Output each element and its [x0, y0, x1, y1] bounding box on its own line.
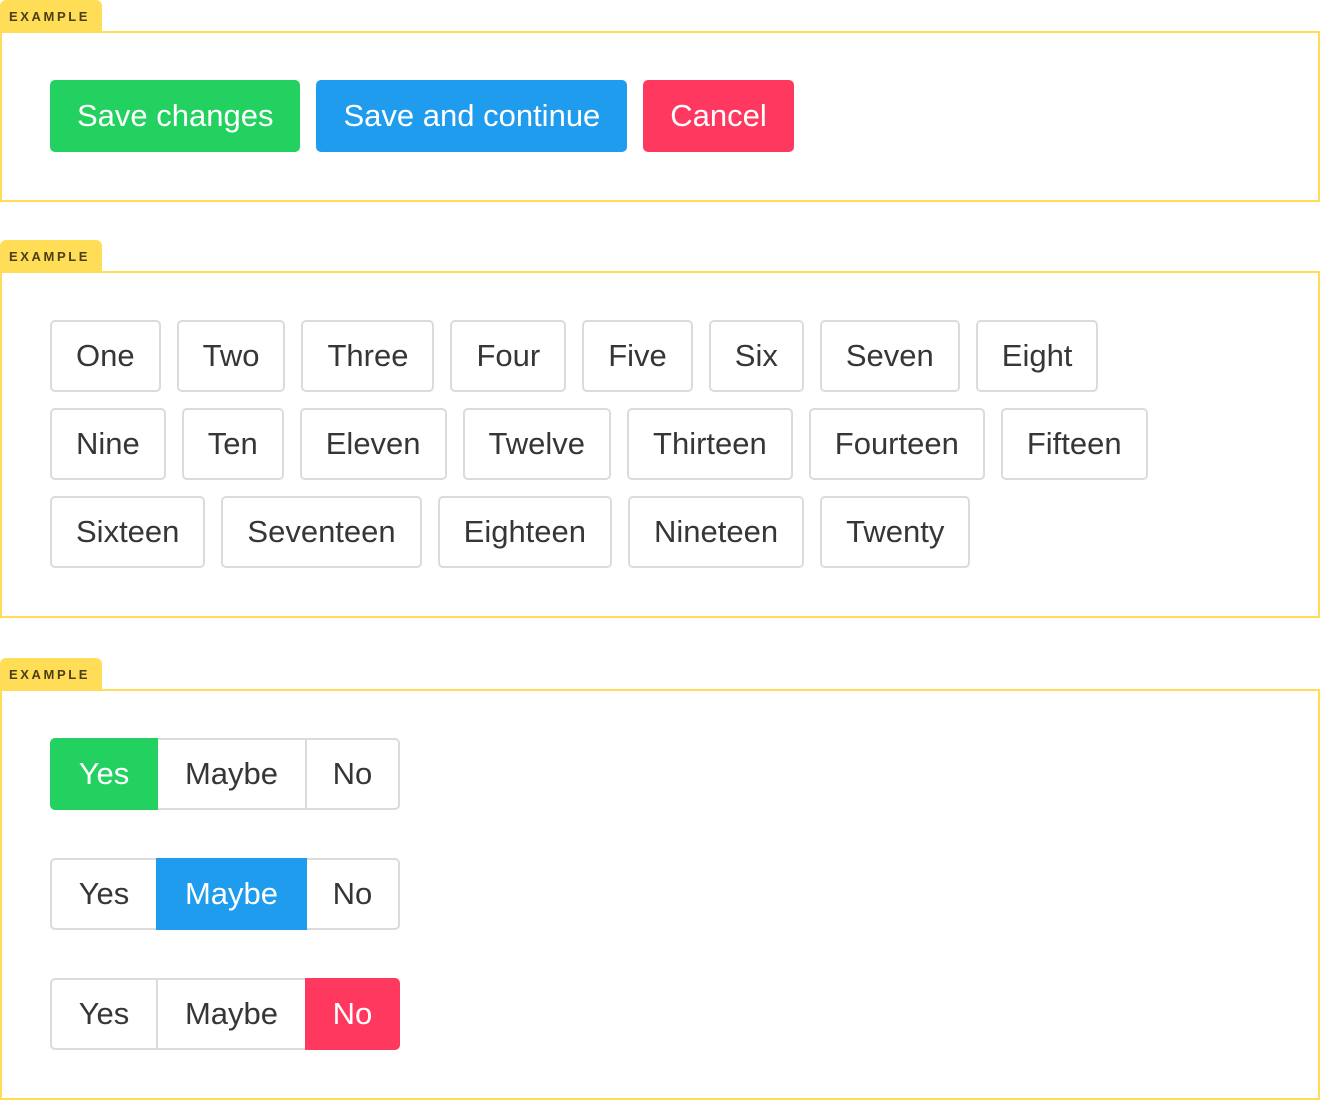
segment-maybe[interactable]: Maybe: [156, 978, 307, 1050]
tag-button-nineteen[interactable]: Nineteen: [628, 496, 805, 568]
tag-button-sixteen[interactable]: Sixteen: [50, 496, 206, 568]
tag-button-thirteen[interactable]: Thirteen: [627, 408, 793, 480]
tag-button-six[interactable]: Six: [708, 320, 804, 392]
save-and-continue-button[interactable]: Save and continue: [316, 80, 628, 152]
segment-yes[interactable]: Yes: [50, 858, 158, 930]
segmented-control: Yes Maybe No: [50, 858, 1270, 930]
tag-button-nine[interactable]: Nine: [50, 408, 166, 480]
example-segmented: Yes Maybe No Yes Maybe No Yes Maybe No: [0, 689, 1320, 1100]
example-tags: One Two Three Four Five Six Seven Eight Nine Ten…: [0, 271, 1320, 618]
segment-no[interactable]: No: [305, 978, 400, 1050]
tag-button-eleven[interactable]: Eleven: [299, 408, 447, 480]
segment-no[interactable]: No: [305, 858, 400, 930]
tag-button-one[interactable]: One: [50, 320, 161, 392]
segment-yes[interactable]: Yes: [50, 978, 158, 1050]
tag-button-three[interactable]: Three: [301, 320, 435, 392]
segment-no[interactable]: No: [305, 738, 400, 810]
tag-button-ten[interactable]: Ten: [181, 408, 284, 480]
tag-button-seventeen[interactable]: Seventeen: [221, 496, 422, 568]
cancel-button[interactable]: Cancel: [643, 80, 794, 152]
example-buttons: Save changes Save and continue Cancel: [0, 31, 1320, 202]
example-label: EXAMPLE: [0, 240, 102, 272]
segmented-control: Yes Maybe No: [50, 738, 1270, 810]
tag-button-twenty[interactable]: Twenty: [820, 496, 971, 568]
tag-button-five[interactable]: Five: [582, 320, 693, 392]
segment-yes[interactable]: Yes: [50, 738, 158, 810]
segmented-control: Yes Maybe No: [50, 978, 1270, 1050]
save-changes-button[interactable]: Save changes: [50, 80, 301, 152]
tag-button-fourteen[interactable]: Fourteen: [808, 408, 985, 480]
segment-maybe[interactable]: Maybe: [156, 858, 307, 930]
segment-maybe[interactable]: Maybe: [156, 738, 307, 810]
tag-button-seven[interactable]: Seven: [819, 320, 960, 392]
tag-button-eight[interactable]: Eight: [975, 320, 1099, 392]
tag-button-eighteen[interactable]: Eighteen: [437, 496, 613, 568]
tag-button-four[interactable]: Four: [450, 320, 567, 392]
tag-button-twelve[interactable]: Twelve: [462, 408, 612, 480]
tag-button-two[interactable]: Two: [176, 320, 286, 392]
tag-button-fifteen[interactable]: Fifteen: [1000, 408, 1148, 480]
example-label: EXAMPLE: [0, 658, 102, 690]
example-label: EXAMPLE: [0, 0, 102, 32]
